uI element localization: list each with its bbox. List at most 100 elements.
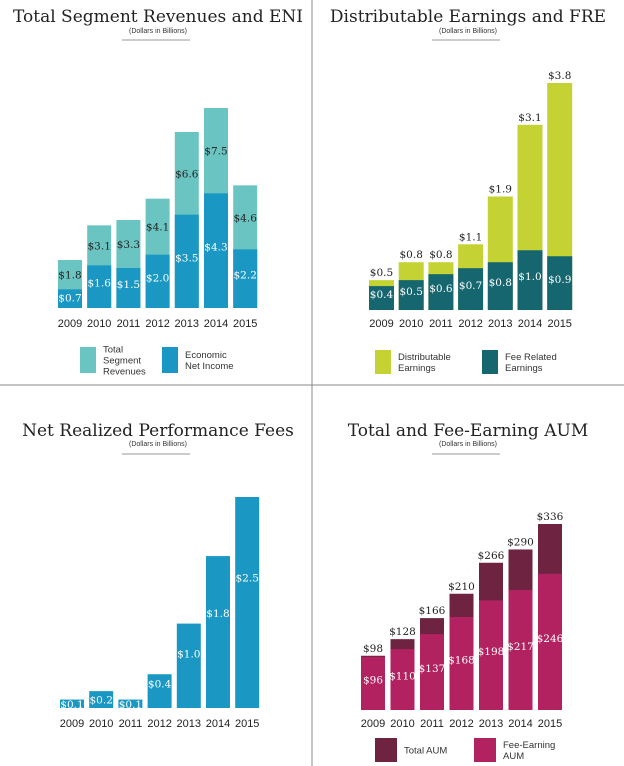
bar-fee-earning-aum xyxy=(449,617,474,710)
legend-swatch xyxy=(375,738,397,762)
legend-label: Economic xyxy=(185,350,227,361)
chart-title: Distributable Earnings and FRE xyxy=(330,7,606,27)
bar-economic-net-income xyxy=(58,289,82,308)
data-label: $1.5 xyxy=(117,279,140,291)
data-label: $1.0 xyxy=(177,648,200,660)
bar-fee-related-earnings xyxy=(369,286,394,310)
data-label: $3.8 xyxy=(548,70,571,82)
data-label: $246 xyxy=(537,633,564,645)
chart-subtitle: (Dollars in Billions) xyxy=(439,28,497,35)
data-label: $0.8 xyxy=(429,249,452,261)
x-tick-label: 2014 xyxy=(204,318,228,330)
legend-swatch xyxy=(80,347,96,373)
data-label: $0.8 xyxy=(489,277,512,289)
bar xyxy=(118,699,143,708)
data-label: $128 xyxy=(389,626,416,638)
data-label: $198 xyxy=(478,646,505,658)
x-tick-label: 2015 xyxy=(547,318,571,330)
data-label: $110 xyxy=(389,671,416,683)
x-tick-label: 2015 xyxy=(235,718,259,730)
data-label: $1.9 xyxy=(489,184,512,196)
data-label: $166 xyxy=(419,605,446,617)
data-label: $3.1 xyxy=(518,112,541,124)
x-tick-label: 2009 xyxy=(58,318,82,330)
bar-fee-related-earnings xyxy=(428,274,454,310)
data-label: $1.6 xyxy=(88,278,112,290)
legend-label: Total xyxy=(103,345,123,356)
data-label: $98 xyxy=(363,643,383,655)
data-label: $0.4 xyxy=(148,679,172,691)
legend-label: Fee Related xyxy=(505,352,557,363)
legend-label: Net Income xyxy=(185,361,234,372)
bar-economic-net-income xyxy=(174,214,199,308)
legend-label: Distributable xyxy=(398,352,451,363)
legend-label: Total AUM xyxy=(404,746,447,757)
bar-fee-related-earnings xyxy=(547,256,573,310)
data-label: $0.6 xyxy=(429,283,453,295)
x-tick-label: 2014 xyxy=(508,718,532,730)
x-tick-label: 2011 xyxy=(119,718,143,730)
chart-subtitle: (Dollars in Billions) xyxy=(129,441,187,448)
data-label: $210 xyxy=(448,581,475,593)
bar xyxy=(147,674,172,708)
data-label: $0.4 xyxy=(370,289,394,301)
bar-fee-earning-aum xyxy=(479,600,503,710)
x-tick-label: 2013 xyxy=(479,718,503,730)
x-tick-label: 2012 xyxy=(147,718,171,730)
x-tick-label: 2010 xyxy=(399,318,423,330)
data-label: $96 xyxy=(363,674,383,686)
data-label: $6.6 xyxy=(175,168,199,180)
data-label: $0.2 xyxy=(90,695,113,707)
x-tick-label: 2012 xyxy=(458,318,482,330)
data-label: $4.6 xyxy=(234,212,258,224)
data-label: $0.8 xyxy=(400,249,423,261)
chart-title: Net Realized Performance Fees xyxy=(22,421,294,441)
bar-economic-net-income xyxy=(116,268,141,308)
data-label: $3.5 xyxy=(175,252,198,264)
data-label: $0.7 xyxy=(58,292,81,304)
bar-fee-earning-aum xyxy=(390,649,415,710)
data-label: $0.5 xyxy=(400,286,423,298)
legend-swatch xyxy=(162,347,178,373)
bar-economic-net-income xyxy=(87,265,112,308)
bar xyxy=(89,691,114,708)
legend-label: Earnings xyxy=(505,363,543,374)
bar-fee-related-earnings xyxy=(487,262,513,310)
bar-fee-earning-aum xyxy=(361,656,385,710)
bar xyxy=(60,699,84,708)
data-label: $0.7 xyxy=(459,280,482,292)
x-tick-label: 2013 xyxy=(177,718,201,730)
data-label: $0.1 xyxy=(119,699,142,711)
x-tick-label: 2011 xyxy=(117,318,141,330)
x-tick-label: 2014 xyxy=(518,318,542,330)
data-label: $217 xyxy=(507,641,534,653)
x-tick-label: 2010 xyxy=(390,718,414,730)
bar-fee-related-earnings xyxy=(398,280,424,310)
data-label: $2.2 xyxy=(234,270,257,282)
x-tick-label: 2010 xyxy=(89,718,113,730)
data-label: $0.5 xyxy=(370,267,393,279)
legend-swatch xyxy=(375,350,391,374)
panel-segment-revenues-eni: Total Segment Revenues and ENI(Dollars i… xyxy=(13,7,303,378)
data-label: $266 xyxy=(478,550,505,562)
x-tick-label: 2011 xyxy=(420,718,444,730)
bar-fee-earning-aum xyxy=(508,589,533,710)
x-tick-label: 2012 xyxy=(449,718,473,730)
x-tick-label: 2011 xyxy=(429,318,453,330)
data-label: $4.3 xyxy=(204,242,227,254)
x-tick-label: 2010 xyxy=(87,318,111,330)
panel-total-fee-earning-aum: Total and Fee-Earning AUM(Dollars in Bil… xyxy=(348,421,588,762)
data-label: $1.0 xyxy=(518,271,541,283)
legend-label: Revenues xyxy=(103,367,146,378)
bar-economic-net-income xyxy=(233,249,258,308)
data-label: $290 xyxy=(507,536,534,548)
bar xyxy=(235,497,260,708)
x-tick-label: 2014 xyxy=(206,718,230,730)
x-tick-label: 2009 xyxy=(60,718,84,730)
legend-label: Fee-Earning xyxy=(503,740,555,751)
bar-fee-earning-aum xyxy=(420,634,444,710)
data-label: $1.8 xyxy=(206,608,229,620)
chart-title: Total and Fee-Earning AUM xyxy=(348,421,588,441)
bar-fee-related-earnings xyxy=(458,268,484,310)
